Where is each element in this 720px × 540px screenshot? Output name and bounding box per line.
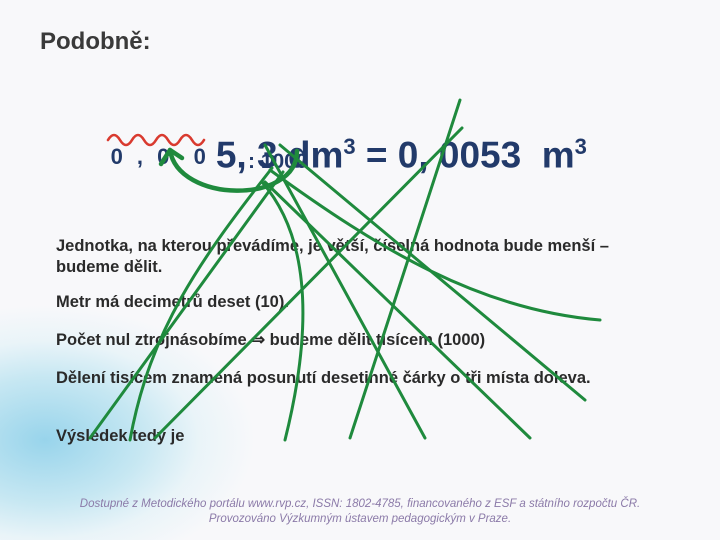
paragraph-4: Dělení tisícem znamená posunutí desetinn… (56, 368, 666, 389)
footer-line-2: Provozováno Výzkumným ústavem pedagogick… (0, 512, 720, 528)
paragraph-3: Počet nul ztrojnásobíme ⇒ budeme dělit t… (56, 330, 666, 351)
slide-title: Podobně: (40, 28, 151, 56)
paragraph-5: Výsledek tedy je (56, 426, 666, 447)
footer-line-1: Dostupné z Metodického portálu www.rvp.c… (0, 497, 720, 513)
equation-sup2: 3 (575, 134, 587, 159)
paragraph-2: Metr má decimetrů deset (10). (56, 292, 666, 313)
divisor-label: : 1000 (248, 150, 308, 174)
footer: Dostupné z Metodického portálu www.rvp.c… (0, 497, 720, 528)
equation-mid: = 0, 0053 m (356, 134, 575, 175)
paragraph-1: Jednotka, na kterou převádíme, je větší,… (56, 236, 666, 279)
equation-sup1: 3 (343, 134, 355, 159)
equation-prefix: 0 , 0 0 (111, 144, 210, 169)
equation: 0 , 0 05, 3 dm3 = 0, 0053 m3 (90, 92, 587, 176)
